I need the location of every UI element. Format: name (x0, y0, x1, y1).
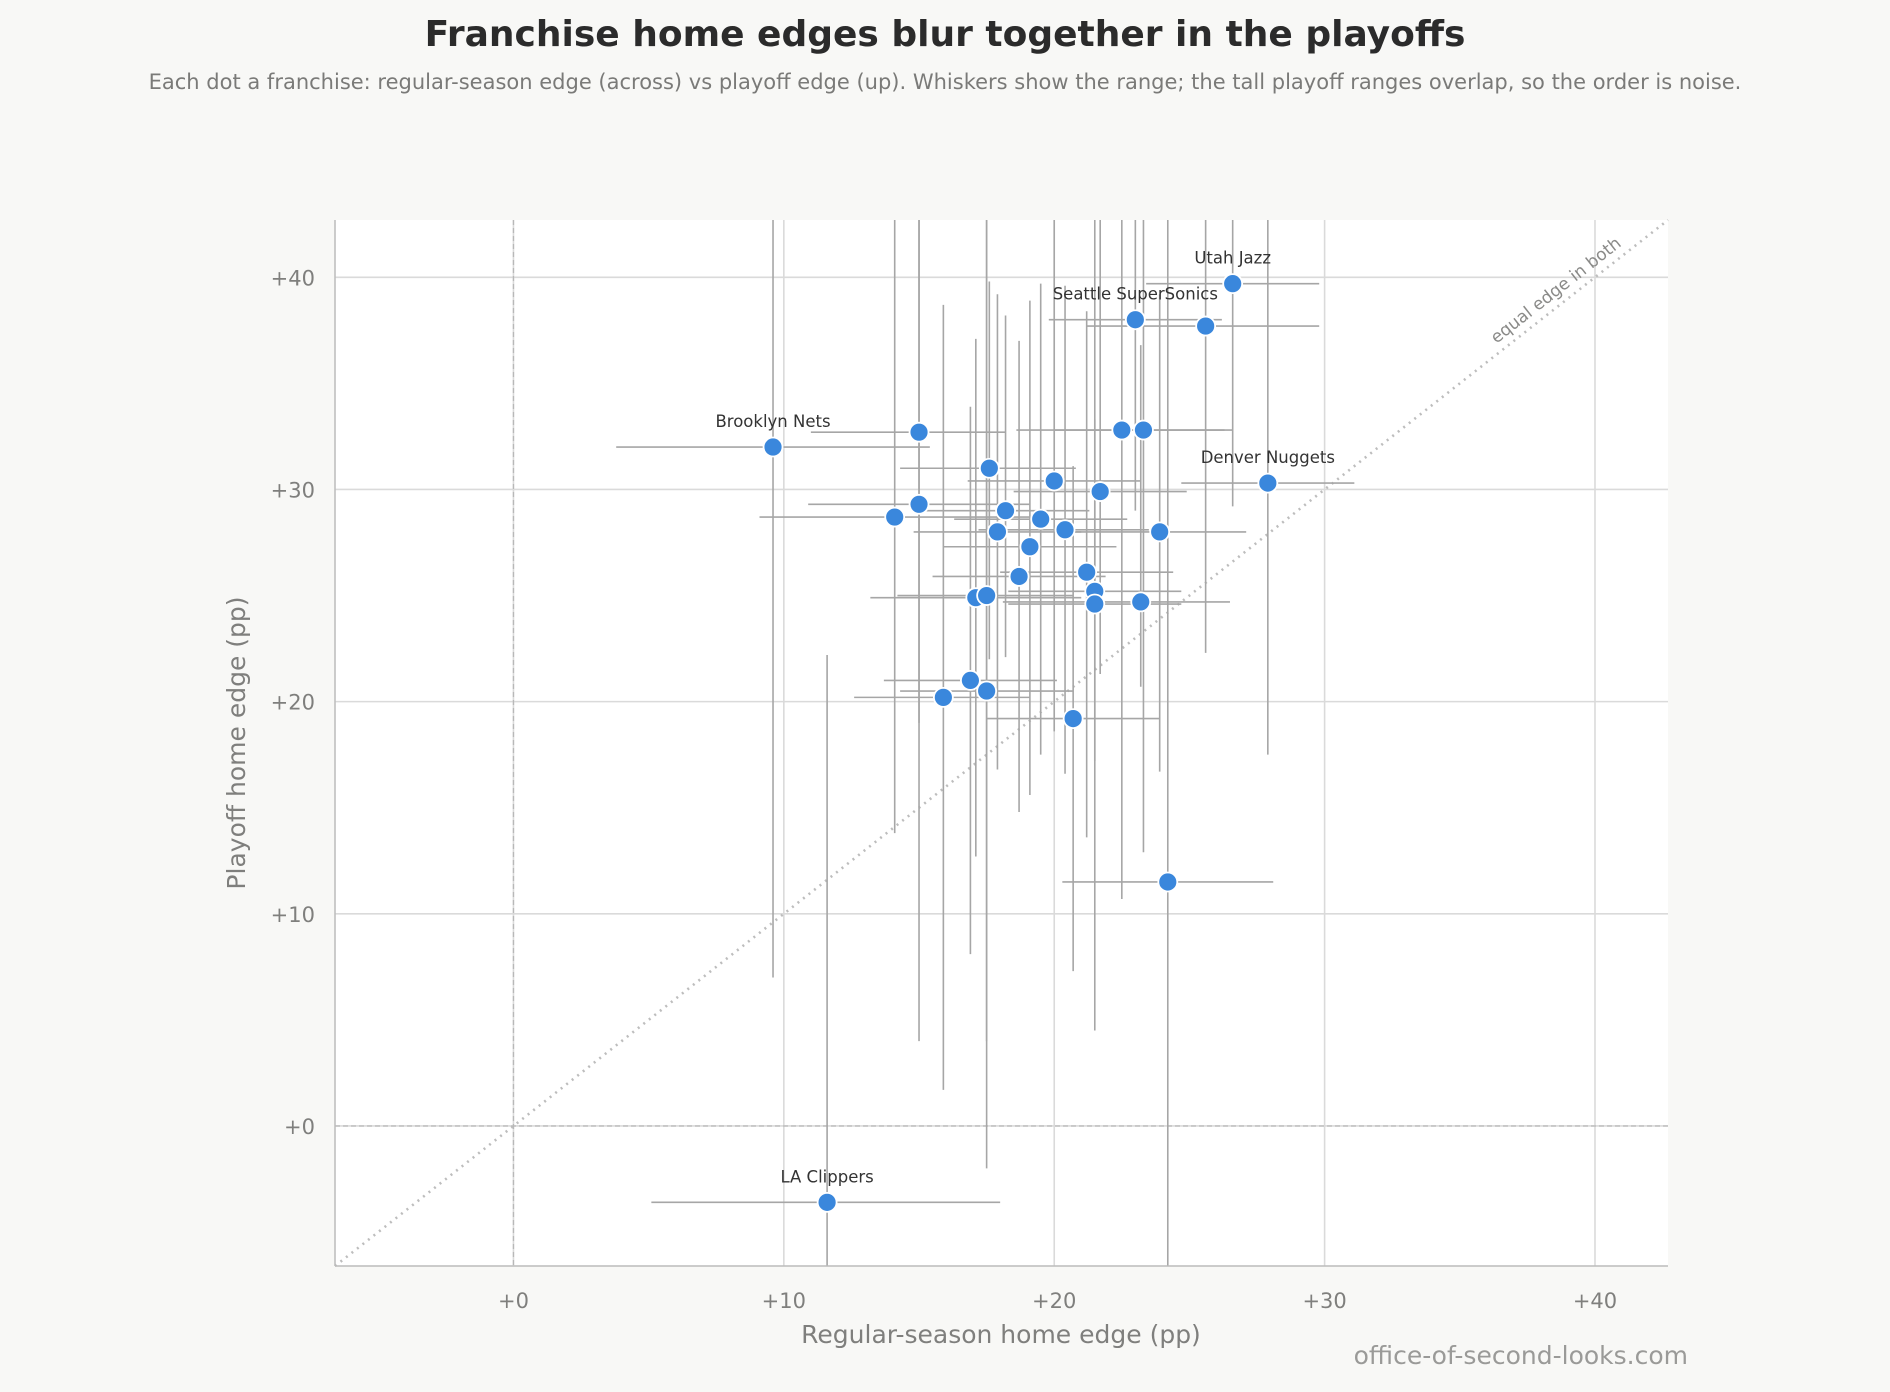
data-point (1195, 315, 1217, 337)
x-tick-label: +30 (1302, 1289, 1346, 1313)
data-point (908, 421, 930, 443)
data-point (1130, 591, 1152, 613)
data-point (1149, 521, 1171, 543)
chart-title: Franchise home edges blur together in th… (424, 14, 1466, 55)
data-point (1089, 481, 1111, 502)
data-point (1043, 470, 1065, 492)
y-tick-label: +0 (284, 1115, 315, 1139)
data-point (884, 506, 906, 528)
data-points (762, 273, 1279, 1213)
y-tick-label: +40 (271, 266, 315, 290)
x-tick-label: +10 (762, 1289, 806, 1313)
data-point (987, 521, 1008, 543)
data-point (1008, 566, 1030, 587)
x-tick-labels: +0 +10 +20 +30 +40 (498, 1289, 1617, 1313)
data-point (960, 670, 981, 691)
data-point (1111, 419, 1133, 441)
y-tick-label: +30 (271, 478, 315, 502)
data-point (976, 585, 998, 606)
diagonal-reference-line (334, 218, 1669, 1268)
y-tick-label: +20 (271, 691, 315, 715)
data-point (1124, 309, 1146, 331)
data-point (932, 686, 954, 708)
point-label: Brooklyn Nets (715, 412, 830, 431)
x-tick-label: +40 (1573, 1289, 1617, 1313)
x-tick-label: +0 (498, 1289, 529, 1313)
data-point (1257, 472, 1279, 494)
data-point (762, 436, 784, 458)
data-point (1133, 419, 1154, 441)
data-point (1157, 871, 1179, 893)
data-point (908, 493, 930, 515)
point-labels: Utah Jazz Seattle SuperSonics Brooklyn Net… (715, 249, 1334, 1187)
data-point (816, 1191, 838, 1213)
y-tick-labels: +0 +10 +20 +30 +40 (271, 266, 315, 1139)
data-point (995, 500, 1016, 522)
data-point (1019, 536, 1041, 558)
axes (334, 220, 1668, 1267)
data-point (1222, 273, 1244, 295)
y-tick-label: +10 (271, 903, 315, 927)
data-point (1076, 561, 1098, 583)
data-point (1062, 708, 1084, 730)
point-label: Utah Jazz (1194, 249, 1271, 268)
source-credit: office-of-second-looks.com (1353, 1341, 1688, 1370)
y-axis-label: Playoff home edge (pp) (222, 596, 251, 889)
point-label: Denver Nuggets (1201, 448, 1335, 467)
point-label: Seattle SuperSonics (1053, 285, 1218, 304)
data-point (978, 457, 1000, 479)
data-point (1030, 508, 1052, 530)
data-point (976, 680, 998, 702)
data-point (1054, 519, 1076, 541)
x-tick-label: +20 (1032, 1289, 1076, 1313)
point-label: LA Clippers (780, 1167, 873, 1186)
chart-subtitle: Each dot a franchise: regular-season edg… (148, 70, 1742, 94)
x-axis-label: Regular-season home edge (pp) (801, 1320, 1201, 1349)
zero-lines (335, 220, 1668, 1266)
data-point (1084, 593, 1106, 615)
